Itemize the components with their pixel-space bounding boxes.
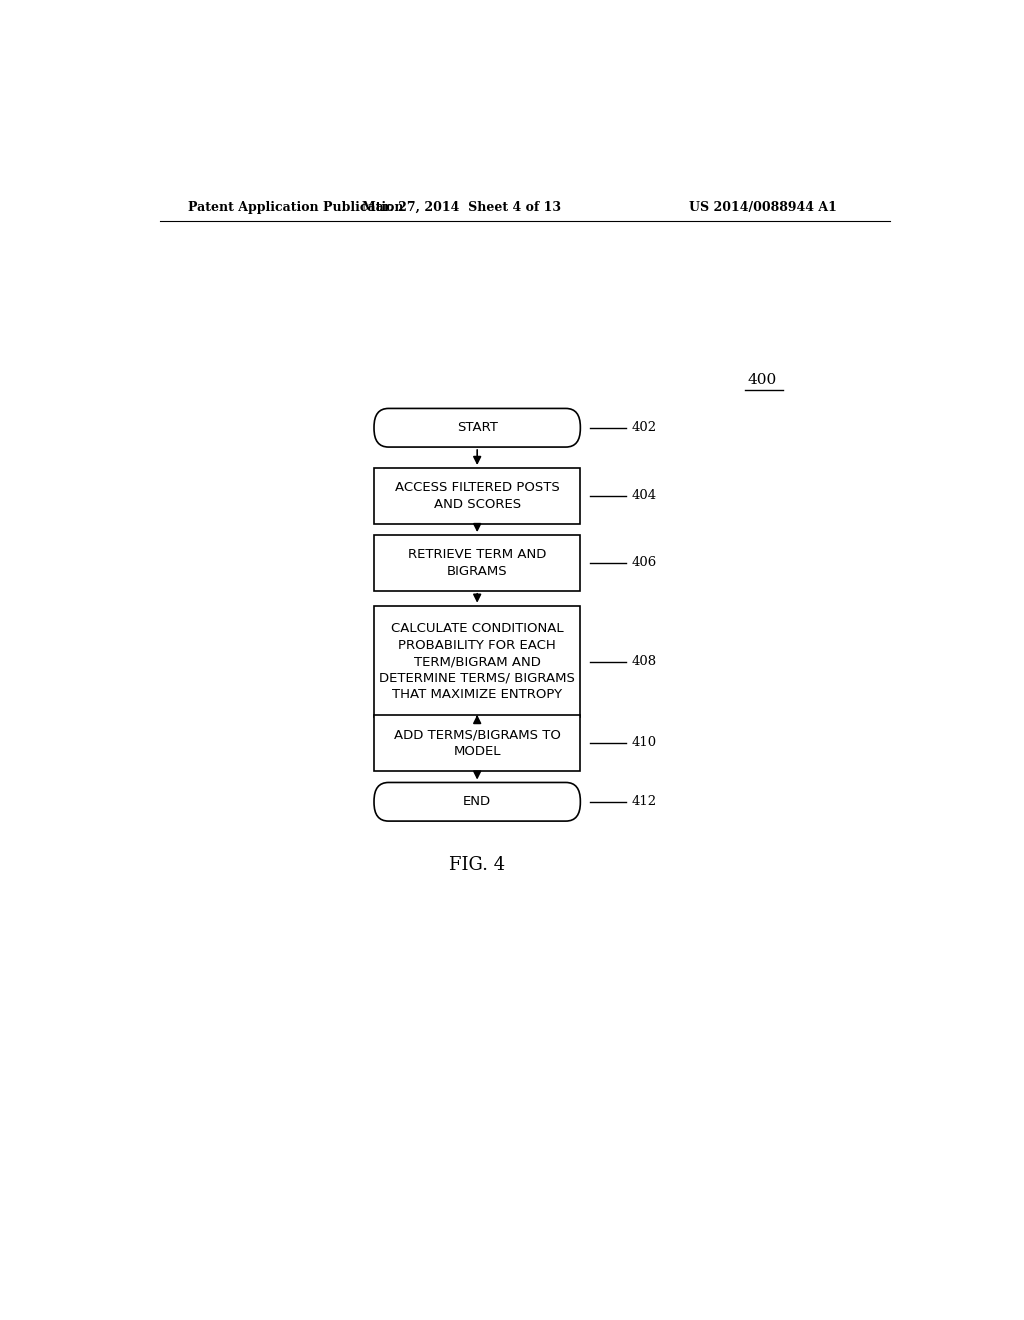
Text: END: END: [463, 795, 492, 808]
Text: START: START: [457, 421, 498, 434]
FancyBboxPatch shape: [374, 408, 581, 447]
Text: FIG. 4: FIG. 4: [450, 855, 505, 874]
Text: Mar. 27, 2014  Sheet 4 of 13: Mar. 27, 2014 Sheet 4 of 13: [361, 201, 561, 214]
Text: 404: 404: [632, 490, 657, 503]
Text: 406: 406: [632, 557, 657, 569]
Text: ACCESS FILTERED POSTS
AND SCORES: ACCESS FILTERED POSTS AND SCORES: [395, 480, 559, 511]
Text: 410: 410: [632, 737, 657, 750]
Text: RETRIEVE TERM AND
BIGRAMS: RETRIEVE TERM AND BIGRAMS: [408, 548, 547, 578]
FancyBboxPatch shape: [374, 467, 581, 524]
FancyBboxPatch shape: [374, 535, 581, 591]
Text: 412: 412: [632, 795, 657, 808]
Text: US 2014/0088944 A1: US 2014/0088944 A1: [689, 201, 837, 214]
Text: 400: 400: [748, 374, 776, 387]
Text: ADD TERMS/BIGRAMS TO
MODEL: ADD TERMS/BIGRAMS TO MODEL: [394, 729, 560, 758]
Text: 408: 408: [632, 655, 657, 668]
Text: 402: 402: [632, 421, 657, 434]
Text: CALCULATE CONDITIONAL
PROBABILITY FOR EACH
TERM/BIGRAM AND
DETERMINE TERMS/ BIGR: CALCULATE CONDITIONAL PROBABILITY FOR EA…: [379, 622, 575, 701]
FancyBboxPatch shape: [374, 783, 581, 821]
FancyBboxPatch shape: [374, 606, 581, 718]
FancyBboxPatch shape: [374, 715, 581, 771]
Text: Patent Application Publication: Patent Application Publication: [187, 201, 403, 214]
